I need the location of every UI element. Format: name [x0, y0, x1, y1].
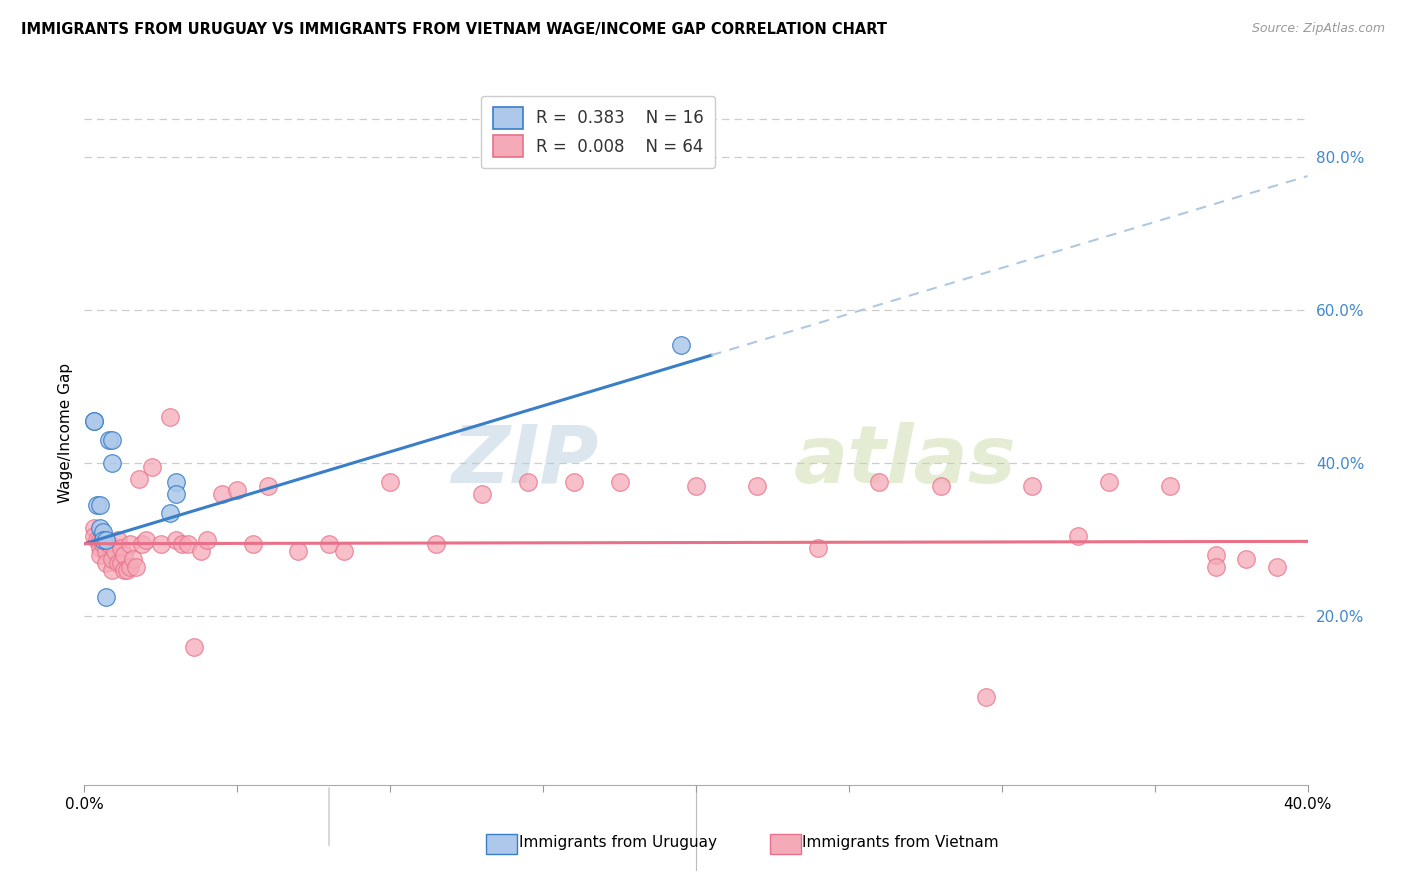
Point — [120, 537, 142, 551]
Point — [1236, 552, 1258, 566]
Legend: R =  0.383    N = 16, R =  0.008    N = 64: R = 0.383 N = 16, R = 0.008 N = 64 — [481, 95, 716, 169]
Point — [94, 591, 117, 605]
Point — [91, 525, 114, 540]
Point — [287, 544, 309, 558]
Point — [562, 475, 585, 490]
Point — [91, 533, 114, 547]
Point — [1159, 479, 1181, 493]
Point — [471, 487, 494, 501]
Point — [120, 559, 142, 574]
Y-axis label: Wage/Income Gap: Wage/Income Gap — [58, 362, 73, 503]
Point — [125, 559, 148, 574]
Point — [89, 548, 111, 562]
Point — [1265, 559, 1288, 574]
Point — [110, 556, 132, 570]
Point — [190, 544, 212, 558]
Point — [177, 537, 200, 551]
Point — [165, 533, 187, 547]
Point — [94, 544, 117, 558]
Point — [257, 479, 280, 493]
Point — [86, 533, 108, 547]
Point — [159, 506, 181, 520]
Point — [242, 537, 264, 551]
Text: IMMIGRANTS FROM URUGUAY VS IMMIGRANTS FROM VIETNAM WAGE/INCOME GAP CORRELATION C: IMMIGRANTS FROM URUGUAY VS IMMIGRANTS FR… — [21, 22, 887, 37]
Point — [91, 537, 114, 551]
Point — [131, 537, 153, 551]
Point — [226, 483, 249, 497]
Point — [747, 479, 769, 493]
Point — [669, 337, 692, 351]
Point — [94, 556, 117, 570]
Point — [141, 460, 163, 475]
Point — [1067, 529, 1090, 543]
Point — [97, 537, 120, 551]
Text: atlas: atlas — [794, 422, 1017, 500]
Point — [101, 564, 124, 578]
Point — [380, 475, 402, 490]
Point — [107, 533, 129, 547]
Text: Source: ZipAtlas.com: Source: ZipAtlas.com — [1251, 22, 1385, 36]
Point — [149, 537, 172, 551]
Point — [91, 529, 114, 543]
Point — [1205, 559, 1227, 574]
Point — [929, 479, 952, 493]
Point — [333, 544, 356, 558]
Point — [211, 487, 233, 501]
Point — [101, 552, 124, 566]
Point — [86, 499, 108, 513]
Text: Immigrants from Uruguay: Immigrants from Uruguay — [519, 836, 717, 850]
Point — [122, 552, 145, 566]
Point — [685, 479, 707, 493]
Point — [112, 564, 135, 578]
Point — [83, 414, 105, 428]
Point — [1098, 475, 1121, 490]
Point — [976, 690, 998, 704]
Text: Immigrants from Vietnam: Immigrants from Vietnam — [803, 836, 998, 850]
Point — [101, 434, 124, 448]
Point — [110, 541, 132, 555]
Point — [89, 533, 111, 547]
Point — [83, 414, 105, 428]
Point — [172, 537, 194, 551]
Point — [135, 533, 157, 547]
Point — [609, 475, 631, 490]
Point — [115, 564, 138, 578]
Point — [83, 529, 105, 543]
Point — [128, 472, 150, 486]
Point — [1205, 548, 1227, 562]
Point — [318, 537, 340, 551]
Text: ZIP: ZIP — [451, 422, 598, 500]
Point — [89, 499, 111, 513]
Point — [165, 487, 187, 501]
Point — [112, 548, 135, 562]
Point — [195, 533, 218, 547]
Point — [425, 537, 447, 551]
Point — [94, 533, 117, 547]
Point — [159, 410, 181, 425]
Point — [165, 475, 187, 490]
Point — [89, 541, 111, 555]
Point — [101, 456, 124, 470]
Point — [104, 544, 127, 558]
Point — [516, 475, 538, 490]
Point — [183, 640, 205, 654]
Point — [107, 556, 129, 570]
Point — [1021, 479, 1043, 493]
Point — [869, 475, 891, 490]
Point — [807, 541, 830, 555]
Point — [83, 521, 105, 535]
Point — [97, 434, 120, 448]
Point — [89, 521, 111, 535]
